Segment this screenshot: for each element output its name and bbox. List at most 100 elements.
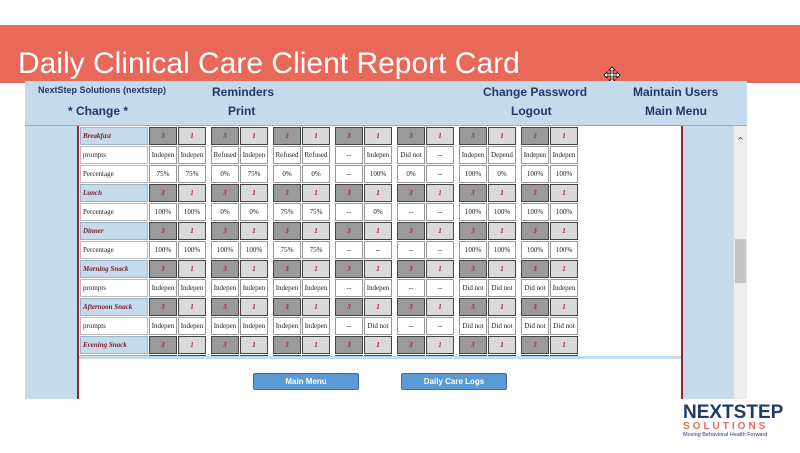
main-menu-link[interactable]: Main Menu <box>645 104 707 118</box>
print-link[interactable]: Print <box>228 104 256 118</box>
score-cell: 3 <box>149 355 177 356</box>
score-cell: 1 <box>488 260 516 278</box>
change-link[interactable]: * Change * <box>68 104 129 118</box>
score-cell: 3 <box>521 298 549 316</box>
value-cell: 75% <box>302 203 330 221</box>
score-cell: 3 <box>521 336 549 354</box>
scroll-up-icon[interactable]: ⌃ <box>735 136 746 148</box>
grid-data-row: Percentage 100% 100% 100% 100% 75% 75% -- -- -- --… <box>80 241 578 259</box>
value-cell: Indepen <box>149 317 177 335</box>
section-label: Morning Snack <box>80 260 148 278</box>
score-cell: 3 <box>521 184 549 202</box>
value-cell: 100% <box>459 241 487 259</box>
score-cell: 1 <box>178 355 206 356</box>
score-cell: 1 <box>240 260 268 278</box>
value-cell: Refused <box>273 146 301 164</box>
column-gap <box>517 260 520 278</box>
section-label: Dinner <box>80 222 148 240</box>
column-gap <box>207 241 210 259</box>
column-gap <box>393 165 396 183</box>
score-cell: 3 <box>211 127 239 145</box>
score-cell: 1 <box>240 127 268 145</box>
score-cell: 1 <box>302 222 330 240</box>
column-gap <box>269 260 272 278</box>
column-gap <box>269 203 272 221</box>
value-cell: Refused <box>302 146 330 164</box>
row-label: prompts <box>80 146 148 164</box>
row-label: Percentage <box>80 165 148 183</box>
column-gap <box>331 127 334 145</box>
score-cell: 3 <box>459 184 487 202</box>
score-cell: 3 <box>149 336 177 354</box>
score-cell: 3 <box>459 355 487 356</box>
column-gap <box>331 241 334 259</box>
score-cell: 1 <box>550 222 578 240</box>
care-grid-scroll-area[interactable]: Breakfast 3 1 3 1 3 1 3 1 3 1 3 1 3 1 prompts Indepen Ind… <box>79 126 679 356</box>
value-cell: 100% <box>521 165 549 183</box>
score-cell: 3 <box>335 260 363 278</box>
score-cell: 1 <box>240 336 268 354</box>
score-cell: 3 <box>521 260 549 278</box>
score-cell: 3 <box>211 222 239 240</box>
value-cell: Indepen <box>550 146 578 164</box>
score-cell: 1 <box>550 127 578 145</box>
value-cell: Did not <box>459 279 487 297</box>
main-menu-button[interactable]: Main Menu <box>253 373 359 390</box>
score-cell: 3 <box>397 127 425 145</box>
daily-care-logs-button[interactable]: Daily Care Logs <box>401 373 507 390</box>
column-gap <box>455 127 458 145</box>
value-cell: 75% <box>273 241 301 259</box>
org-name: NextStep Solutions (nextstep) <box>38 85 167 95</box>
value-cell: -- <box>335 317 363 335</box>
grid-data-row: prompts Indepen Indepen Refused Indepen Refus… <box>80 146 578 164</box>
column-gap <box>331 222 334 240</box>
scrollbar-thumb[interactable] <box>735 239 746 283</box>
score-cell: 3 <box>459 336 487 354</box>
score-cell: 3 <box>397 298 425 316</box>
grid-data-row: Percentage 75% 75% 0% 75% 0% 0% -- 100% 0% -- 100% 0… <box>80 165 578 183</box>
column-gap <box>269 165 272 183</box>
score-cell: 1 <box>240 298 268 316</box>
column-gap <box>455 165 458 183</box>
value-cell: 100% <box>550 241 578 259</box>
value-cell: -- <box>397 279 425 297</box>
score-cell: 1 <box>488 184 516 202</box>
value-cell: Indepen <box>211 317 239 335</box>
score-cell: 3 <box>397 336 425 354</box>
value-cell: Depend <box>488 146 516 164</box>
maintain-users-link[interactable]: Maintain Users <box>633 85 719 99</box>
score-cell: 1 <box>302 298 330 316</box>
value-cell: Did not <box>488 317 516 335</box>
score-cell: 1 <box>550 336 578 354</box>
value-cell: 100% <box>488 203 516 221</box>
row-label: prompts <box>80 317 148 335</box>
value-cell: 100% <box>488 241 516 259</box>
score-cell: 1 <box>550 184 578 202</box>
score-cell: 3 <box>273 336 301 354</box>
score-cell: 3 <box>211 184 239 202</box>
change-password-link[interactable]: Change Password <box>483 85 588 99</box>
value-cell: -- <box>335 203 363 221</box>
reminders-link[interactable]: Reminders <box>212 85 275 99</box>
section-label: Breakfast <box>80 127 148 145</box>
column-gap <box>393 222 396 240</box>
score-cell: 3 <box>211 355 239 356</box>
value-cell: Indepen <box>521 146 549 164</box>
column-gap <box>269 146 272 164</box>
value-cell: 75% <box>302 241 330 259</box>
value-cell: -- <box>426 203 454 221</box>
value-cell: -- <box>426 279 454 297</box>
value-cell: 0% <box>211 165 239 183</box>
logout-link[interactable]: Logout <box>511 104 552 118</box>
value-cell: 100% <box>364 165 392 183</box>
column-gap <box>331 260 334 278</box>
score-cell: 1 <box>426 260 454 278</box>
value-cell: 100% <box>240 241 268 259</box>
score-cell: 3 <box>335 336 363 354</box>
column-gap <box>393 127 396 145</box>
score-cell: 1 <box>426 222 454 240</box>
value-cell: -- <box>426 317 454 335</box>
column-gap <box>455 146 458 164</box>
value-cell: 100% <box>550 165 578 183</box>
column-gap <box>331 203 334 221</box>
